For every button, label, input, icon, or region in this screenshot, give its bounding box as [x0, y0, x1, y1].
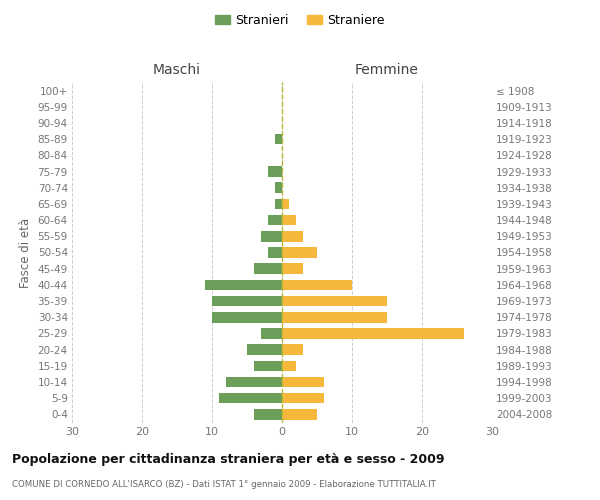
Bar	[282, 312, 387, 322]
Bar	[275, 134, 282, 144]
Bar	[282, 360, 296, 371]
Bar	[254, 360, 282, 371]
Bar	[226, 377, 282, 388]
Bar	[268, 166, 282, 177]
Bar	[254, 409, 282, 420]
Bar	[282, 328, 464, 338]
Y-axis label: Fasce di età: Fasce di età	[19, 218, 32, 288]
Text: Popolazione per cittadinanza straniera per età e sesso - 2009: Popolazione per cittadinanza straniera p…	[12, 452, 445, 466]
Bar	[254, 264, 282, 274]
Bar	[212, 312, 282, 322]
Bar	[282, 264, 303, 274]
Bar	[219, 393, 282, 404]
Bar	[282, 296, 387, 306]
Bar	[282, 377, 324, 388]
Text: Maschi: Maschi	[153, 64, 201, 78]
Bar	[282, 393, 324, 404]
Bar	[275, 198, 282, 209]
Bar	[282, 280, 352, 290]
Bar	[282, 231, 303, 241]
Bar	[282, 409, 317, 420]
Bar	[282, 215, 296, 226]
Bar	[205, 280, 282, 290]
Bar	[282, 247, 317, 258]
Bar	[268, 215, 282, 226]
Bar	[268, 247, 282, 258]
Bar	[261, 231, 282, 241]
Text: Femmine: Femmine	[355, 64, 419, 78]
Legend: Stranieri, Straniere: Stranieri, Straniere	[210, 8, 390, 32]
Text: COMUNE DI CORNEDO ALL'ISARCO (BZ) - Dati ISTAT 1° gennaio 2009 - Elaborazione TU: COMUNE DI CORNEDO ALL'ISARCO (BZ) - Dati…	[12, 480, 436, 489]
Bar	[282, 344, 303, 355]
Bar	[282, 198, 289, 209]
Bar	[247, 344, 282, 355]
Bar	[261, 328, 282, 338]
Bar	[212, 296, 282, 306]
Bar	[275, 182, 282, 193]
